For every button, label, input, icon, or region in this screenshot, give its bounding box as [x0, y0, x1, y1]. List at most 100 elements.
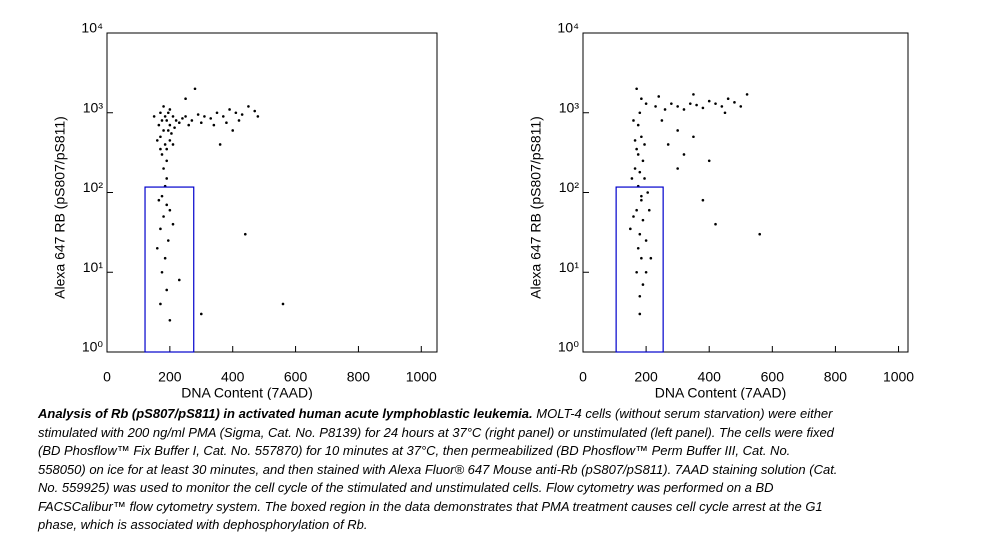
data-point	[707, 99, 711, 103]
data-point	[714, 222, 717, 226]
x-tick-label: 400	[698, 369, 722, 385]
data-point	[701, 106, 705, 110]
data-point	[162, 215, 165, 218]
x-tick-label: 1000	[883, 369, 914, 385]
x-axis-label: DNA Content (7AAD)	[181, 385, 313, 400]
data-point	[688, 102, 692, 105]
data-point	[193, 87, 197, 91]
data-point	[160, 194, 164, 198]
data-point	[184, 97, 187, 101]
data-point	[196, 113, 200, 116]
data-point	[638, 232, 642, 236]
data-point	[649, 256, 653, 260]
data-point	[660, 119, 664, 122]
data-point	[739, 105, 743, 108]
y-tick-label: 10¹	[83, 259, 104, 275]
data-point	[170, 132, 173, 135]
caption: Analysis of Rb (pS807/pS811) in activate…	[38, 405, 838, 535]
y-tick-label: 10²	[83, 179, 104, 195]
data-point	[160, 270, 164, 274]
data-point	[657, 95, 661, 98]
data-point	[228, 108, 231, 111]
y-tick-label: 10⁴	[81, 20, 103, 36]
data-point	[243, 232, 247, 236]
data-point	[166, 111, 170, 115]
data-point	[171, 143, 175, 146]
data-point	[676, 105, 679, 108]
data-point	[256, 115, 260, 118]
data-point	[636, 123, 640, 127]
data-point	[187, 123, 191, 127]
data-point	[218, 143, 222, 146]
data-point	[633, 167, 637, 170]
data-point	[159, 111, 162, 115]
data-point	[168, 318, 172, 322]
gate-box	[615, 186, 664, 353]
data-point	[666, 143, 670, 146]
data-point	[644, 270, 648, 274]
data-point	[632, 119, 635, 122]
data-point	[165, 288, 169, 292]
data-point	[159, 135, 162, 139]
data-point	[253, 109, 257, 113]
data-point	[695, 103, 698, 107]
data-point	[638, 111, 642, 115]
data-point	[670, 102, 673, 105]
data-point	[168, 139, 172, 142]
data-point	[159, 147, 162, 151]
data-point	[640, 135, 643, 139]
data-point	[701, 198, 705, 202]
y-axis-label: Alexa 647 RB (pS807/pS811)	[52, 116, 68, 299]
data-point	[163, 115, 167, 118]
data-point	[184, 115, 187, 118]
data-point	[682, 108, 686, 111]
data-point	[165, 147, 169, 151]
data-point	[758, 232, 761, 236]
data-point	[209, 117, 213, 120]
data-point	[215, 111, 219, 115]
caption-text: MOLT-4 cells (without serum starvation) …	[38, 406, 838, 532]
plot-frame	[106, 32, 438, 353]
y-tick-label: 10⁴	[557, 20, 579, 36]
data-point	[640, 256, 643, 260]
data-point	[160, 153, 164, 156]
data-point	[641, 218, 645, 222]
data-point	[745, 93, 749, 96]
x-tick-label: 800	[347, 369, 371, 385]
data-point	[177, 121, 181, 125]
data-point	[171, 115, 175, 118]
data-point	[163, 143, 167, 146]
data-point	[632, 215, 635, 218]
data-point	[733, 101, 736, 104]
data-point	[157, 198, 161, 202]
data-point	[166, 239, 170, 242]
x-tick-label: 0	[579, 369, 587, 385]
data-point	[720, 105, 724, 108]
data-point	[692, 93, 695, 96]
data-point	[643, 177, 646, 180]
data-point	[644, 239, 648, 242]
data-point	[159, 227, 162, 231]
data-point	[152, 115, 156, 118]
data-point	[163, 256, 167, 260]
data-point	[640, 97, 643, 101]
data-point	[166, 129, 170, 132]
x-tick-label: 600	[761, 369, 785, 385]
data-point	[221, 115, 225, 118]
data-point	[676, 129, 679, 132]
data-point	[641, 283, 645, 286]
y-tick-label: 10⁰	[82, 339, 104, 355]
data-point	[654, 105, 657, 108]
data-point	[644, 102, 648, 105]
data-point	[157, 123, 161, 127]
data-point	[155, 246, 159, 250]
data-point	[682, 153, 686, 156]
data-point	[173, 126, 176, 129]
data-point	[162, 105, 165, 108]
data-point	[636, 153, 640, 156]
data-point	[203, 115, 206, 118]
data-point	[162, 129, 165, 132]
data-point	[155, 139, 159, 142]
data-point	[234, 111, 238, 115]
